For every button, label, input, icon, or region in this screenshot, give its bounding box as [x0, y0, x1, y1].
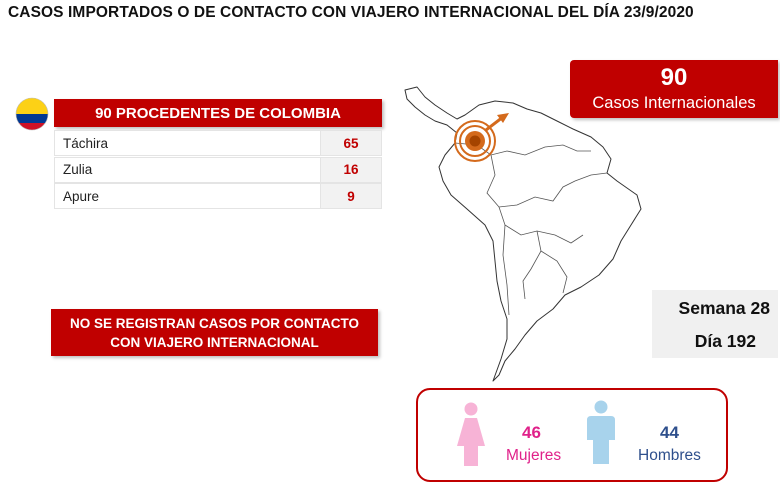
origin-header: 90 PROCEDENTES DE COLOMBIA	[54, 99, 382, 127]
period-box: Semana 28 Día 192	[652, 290, 778, 358]
page-title: CASOS IMPORTADOS O DE CONTACTO CON VIAJE…	[8, 4, 694, 21]
table-row: Apure 9	[54, 183, 382, 209]
colombia-flag-icon	[15, 97, 49, 131]
international-count: 90	[660, 64, 688, 91]
gender-breakdown: 46 Mujeres 44 Hombres	[416, 388, 728, 482]
notice-line-2: CON VIAJERO INTERNACIONAL	[110, 334, 319, 350]
south-america-map	[404, 86, 642, 382]
state-name: Zulia	[54, 156, 320, 183]
female-count: 46	[522, 423, 541, 442]
table-row: Zulia 16	[54, 156, 382, 183]
male-label: Hombres	[638, 447, 701, 464]
state-count: 65	[320, 130, 382, 156]
origin-table: Táchira 65 Zulia 16 Apure 9	[54, 130, 382, 210]
table-row: Táchira 65	[54, 130, 382, 156]
state-count: 9	[320, 183, 382, 209]
notice-line-1: NO SE REGISTRAN CASOS POR CONTACTO	[69, 315, 360, 331]
state-name: Táchira	[54, 130, 320, 156]
location-marker-icon	[454, 113, 509, 162]
male-icon	[587, 400, 615, 464]
state-count: 16	[320, 156, 382, 183]
week-label: Semana 28	[678, 298, 770, 318]
female-label: Mujeres	[506, 447, 562, 464]
day-label: Día 192	[694, 331, 756, 351]
no-contact-cases-notice: NO SE REGISTRAN CASOS POR CONTACTO CON V…	[51, 309, 378, 356]
international-cases-box: 90 Casos Internacionales	[570, 60, 778, 118]
male-count: 44	[660, 423, 679, 442]
female-icon	[457, 402, 485, 466]
state-name: Apure	[54, 183, 320, 209]
international-label: Casos Internacionales	[592, 94, 756, 112]
